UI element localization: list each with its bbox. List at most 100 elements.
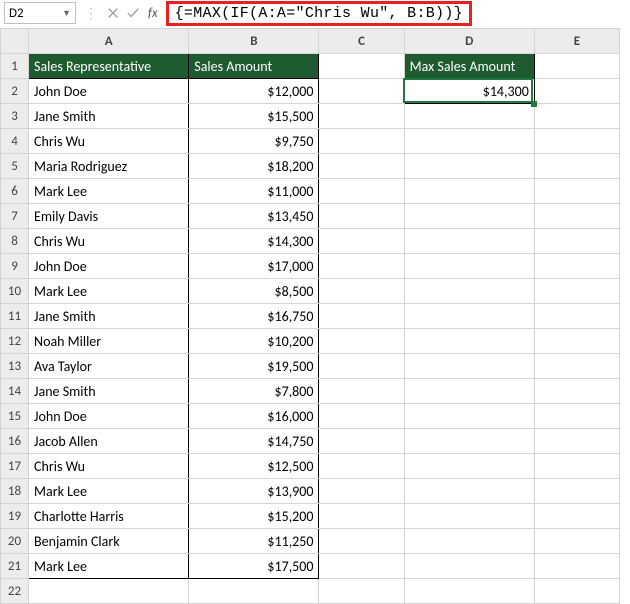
cell[interactable] xyxy=(319,179,404,204)
formula-input[interactable]: {=MAX(IF(A:A="Chris Wu", B:B))} xyxy=(166,1,472,26)
cell[interactable] xyxy=(319,379,404,404)
row-header[interactable]: 6 xyxy=(1,179,29,204)
cell[interactable]: Sales Amount xyxy=(189,54,319,79)
cell[interactable] xyxy=(319,529,404,554)
cell[interactable] xyxy=(404,504,534,529)
row-header[interactable]: 14 xyxy=(1,379,29,404)
row-header[interactable]: 10 xyxy=(1,279,29,304)
cell[interactable] xyxy=(319,479,404,504)
cell[interactable] xyxy=(319,554,404,579)
cell[interactable]: $11,000 xyxy=(189,179,319,204)
cell[interactable] xyxy=(404,329,534,354)
row-header[interactable]: 20 xyxy=(1,529,29,554)
row-header[interactable]: 1 xyxy=(1,54,29,79)
cell[interactable] xyxy=(319,454,404,479)
cell[interactable]: Jacob Allen xyxy=(29,429,189,454)
fx-icon[interactable]: fx xyxy=(146,6,160,21)
column-header-E[interactable]: E xyxy=(534,29,619,54)
cell[interactable] xyxy=(534,579,619,604)
cell[interactable] xyxy=(534,404,619,429)
cell[interactable]: $13,900 xyxy=(189,479,319,504)
cell[interactable] xyxy=(534,179,619,204)
cell[interactable]: John Doe xyxy=(29,79,189,104)
cell[interactable]: $17,000 xyxy=(189,254,319,279)
cell[interactable] xyxy=(534,204,619,229)
cell[interactable]: Mark Lee xyxy=(29,554,189,579)
cell[interactable]: $12,000 xyxy=(189,79,319,104)
cell[interactable] xyxy=(319,504,404,529)
row-header[interactable]: 18 xyxy=(1,479,29,504)
cell[interactable] xyxy=(319,129,404,154)
cell[interactable] xyxy=(534,529,619,554)
cell[interactable] xyxy=(404,154,534,179)
row-header[interactable]: 16 xyxy=(1,429,29,454)
cell[interactable]: $15,200 xyxy=(189,504,319,529)
cell[interactable] xyxy=(319,429,404,454)
cell[interactable]: John Doe xyxy=(29,404,189,429)
cell[interactable] xyxy=(534,279,619,304)
cell[interactable] xyxy=(534,79,619,104)
cell[interactable] xyxy=(319,154,404,179)
cell[interactable]: $19,500 xyxy=(189,354,319,379)
row-header[interactable]: 21 xyxy=(1,554,29,579)
cell[interactable] xyxy=(534,154,619,179)
cell[interactable] xyxy=(319,279,404,304)
cell[interactable]: $15,500 xyxy=(189,104,319,129)
row-header[interactable]: 19 xyxy=(1,504,29,529)
cell[interactable] xyxy=(534,504,619,529)
cell[interactable] xyxy=(29,579,189,604)
column-header-C[interactable]: C xyxy=(319,29,404,54)
row-header[interactable]: 11 xyxy=(1,304,29,329)
cell[interactable] xyxy=(404,529,534,554)
cell[interactable]: $10,200 xyxy=(189,329,319,354)
cell[interactable] xyxy=(404,404,534,429)
row-header[interactable]: 15 xyxy=(1,404,29,429)
cell[interactable]: $11,250 xyxy=(189,529,319,554)
cell[interactable]: Mark Lee xyxy=(29,179,189,204)
row-header[interactable]: 8 xyxy=(1,229,29,254)
cell[interactable]: $14,300 xyxy=(404,79,534,104)
cell[interactable]: $9,750 xyxy=(189,129,319,154)
cell[interactable]: $7,800 xyxy=(189,379,319,404)
cell[interactable] xyxy=(534,454,619,479)
cell[interactable] xyxy=(404,554,534,579)
row-header[interactable]: 4 xyxy=(1,129,29,154)
cell[interactable]: Jane Smith xyxy=(29,104,189,129)
cell[interactable] xyxy=(404,254,534,279)
cell[interactable]: Chris Wu xyxy=(29,229,189,254)
cell[interactable] xyxy=(404,129,534,154)
chevron-down-icon[interactable]: ▼ xyxy=(62,8,71,19)
cell[interactable]: $12,500 xyxy=(189,454,319,479)
cell[interactable]: Mark Lee xyxy=(29,479,189,504)
cell[interactable]: $16,000 xyxy=(189,404,319,429)
cell[interactable] xyxy=(404,104,534,129)
select-all-corner[interactable] xyxy=(1,29,29,54)
row-header[interactable]: 5 xyxy=(1,154,29,179)
cell[interactable]: $16,750 xyxy=(189,304,319,329)
row-header[interactable]: 12 xyxy=(1,329,29,354)
cell[interactable] xyxy=(319,304,404,329)
cell[interactable]: Noah Miller xyxy=(29,329,189,354)
cell[interactable]: Chris Wu xyxy=(29,129,189,154)
cell[interactable] xyxy=(534,254,619,279)
row-header[interactable]: 7 xyxy=(1,204,29,229)
column-header-A[interactable]: A xyxy=(29,29,189,54)
row-header[interactable]: 13 xyxy=(1,354,29,379)
cell[interactable] xyxy=(534,554,619,579)
cell[interactable] xyxy=(319,354,404,379)
cell[interactable] xyxy=(534,479,619,504)
cell[interactable]: Maria Rodriguez xyxy=(29,154,189,179)
spreadsheet-grid[interactable]: ABCDE1Sales RepresentativeSales AmountMa… xyxy=(0,28,630,604)
cell[interactable] xyxy=(534,54,619,79)
cell[interactable]: Mark Lee xyxy=(29,279,189,304)
cell[interactable] xyxy=(404,304,534,329)
cell[interactable]: $14,750 xyxy=(189,429,319,454)
cell[interactable]: Jane Smith xyxy=(29,304,189,329)
row-header[interactable]: 17 xyxy=(1,454,29,479)
cell[interactable] xyxy=(404,354,534,379)
cell[interactable]: Charlotte Harris xyxy=(29,504,189,529)
column-header-D[interactable]: D xyxy=(404,29,534,54)
cell[interactable]: Sales Representative xyxy=(29,54,189,79)
cell[interactable] xyxy=(534,429,619,454)
cell[interactable] xyxy=(319,104,404,129)
